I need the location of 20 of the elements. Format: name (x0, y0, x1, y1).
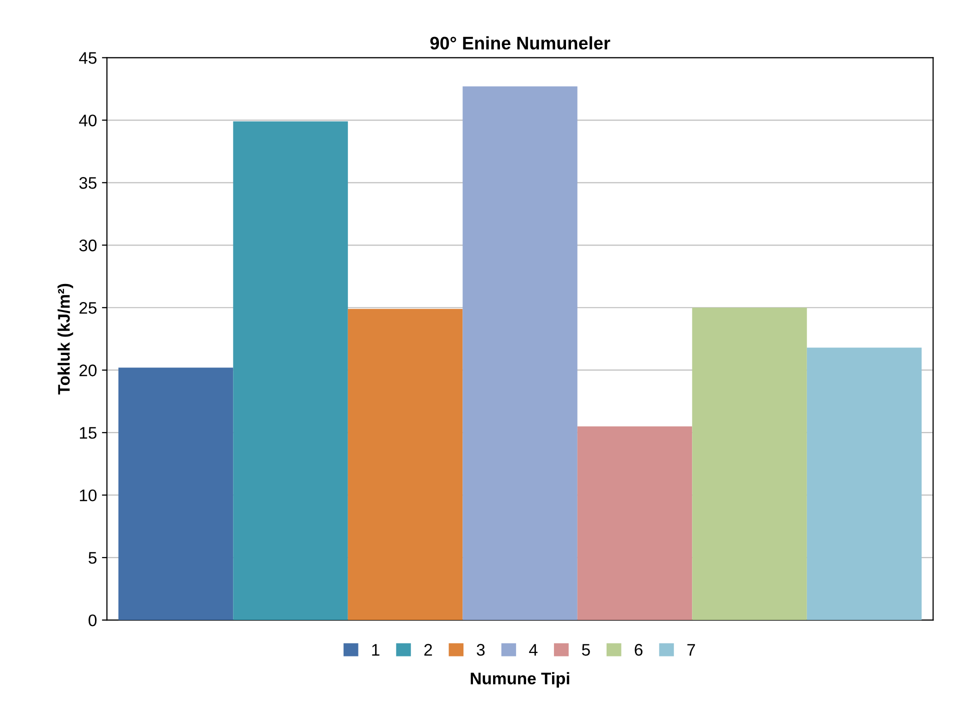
legend-label: 2 (424, 644, 432, 656)
y-tick-label: 0 (88, 614, 97, 626)
legend-label: 3 (476, 644, 485, 656)
legend-label: 6 (634, 644, 642, 656)
y-tick-label: 25 (80, 302, 96, 314)
legend-label: 4 (529, 644, 538, 656)
y-tick-label: 20 (80, 364, 97, 376)
legend-label: 5 (582, 644, 590, 656)
chart-title: 90° Enine Numuneler (430, 36, 610, 50)
y-tick-label: 30 (79, 240, 97, 252)
y-tick-label: 5 (88, 552, 96, 564)
x-axis-title: Numune Tipi (470, 672, 570, 688)
y-tick-label: 10 (80, 489, 97, 502)
legend-label: 7 (687, 644, 695, 656)
y-tick-label: 35 (79, 177, 96, 189)
y-tick-label: 40 (79, 114, 97, 126)
y-tick-label: 15 (80, 427, 96, 439)
y-axis-title: Tokluk (kJ/m²) (58, 284, 74, 395)
y-tick-label: 45 (79, 52, 96, 64)
legend-label: 1 (372, 644, 380, 656)
